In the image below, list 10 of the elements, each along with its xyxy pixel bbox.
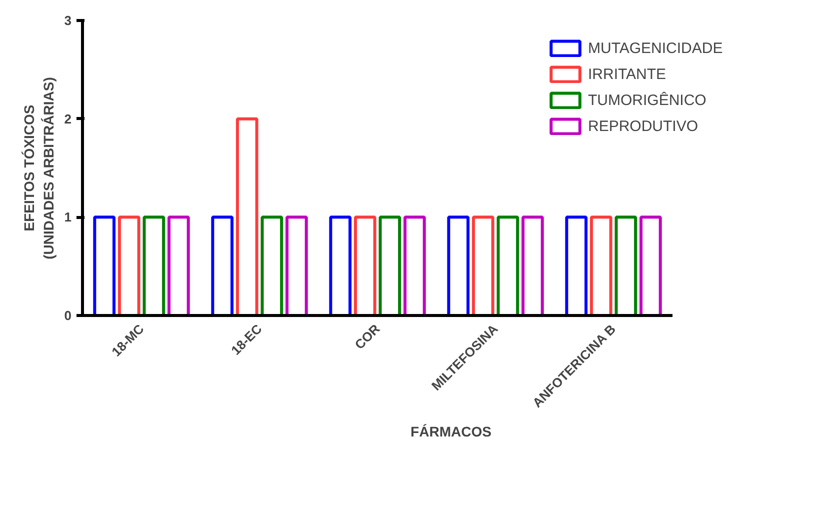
y-tick-label: 2 — [64, 111, 72, 126]
y-tick-label: 3 — [64, 13, 72, 28]
legend-label: TUMORIGÊNICO — [588, 92, 706, 108]
legend-label: MUTAGENICIDADE — [588, 40, 723, 56]
y-tick-label: 1 — [64, 210, 72, 225]
legend-label: REPRODUTIVO — [588, 118, 698, 134]
y-tick-label: 0 — [64, 308, 72, 323]
legend-label: IRRITANTE — [588, 66, 666, 82]
y-axis-title: EFEITOS TÓXICOS (UNIDADES ARBITRÁRIAS) — [21, 77, 56, 260]
x-axis-title: FÁRMACOS — [410, 424, 492, 440]
